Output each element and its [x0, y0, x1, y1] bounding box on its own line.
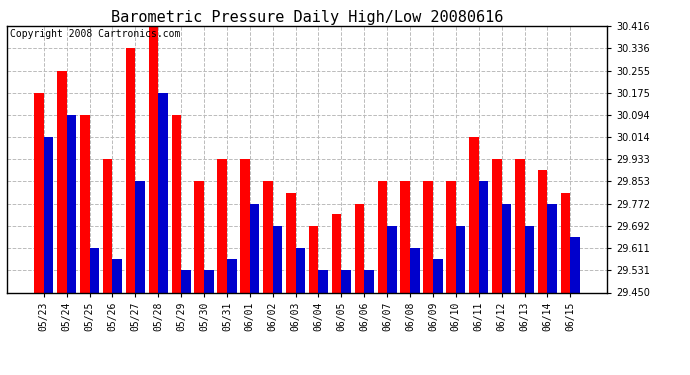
Bar [126, 48, 135, 292]
Bar [547, 204, 557, 292]
Bar [217, 159, 227, 292]
Bar [286, 193, 295, 292]
Bar [400, 182, 410, 292]
Bar [80, 115, 90, 292]
Bar [502, 204, 511, 292]
Text: Copyright 2008 Cartronics.com: Copyright 2008 Cartronics.com [10, 29, 180, 39]
Bar [332, 214, 342, 292]
Bar [469, 137, 479, 292]
Bar [410, 248, 420, 292]
Bar [377, 182, 387, 292]
Bar [172, 115, 181, 292]
Bar [112, 259, 122, 292]
Bar [319, 270, 328, 292]
Bar [148, 26, 158, 292]
Bar [181, 270, 190, 292]
Bar [250, 204, 259, 292]
Bar [273, 226, 282, 292]
Bar [424, 182, 433, 292]
Bar [433, 259, 442, 292]
Bar [57, 70, 67, 292]
Bar [515, 159, 524, 292]
Bar [295, 248, 305, 292]
Bar [158, 93, 168, 292]
Bar [364, 270, 374, 292]
Bar [342, 270, 351, 292]
Bar [571, 237, 580, 292]
Bar [446, 182, 456, 292]
Bar [90, 248, 99, 292]
Bar [195, 182, 204, 292]
Bar [135, 182, 145, 292]
Bar [240, 159, 250, 292]
Bar [43, 137, 53, 292]
Bar [479, 182, 489, 292]
Bar [34, 93, 43, 292]
Bar [538, 170, 547, 292]
Bar [561, 193, 571, 292]
Bar [456, 226, 466, 292]
Bar [204, 270, 214, 292]
Bar [309, 226, 319, 292]
Title: Barometric Pressure Daily High/Low 20080616: Barometric Pressure Daily High/Low 20080… [111, 10, 503, 25]
Bar [355, 204, 364, 292]
Bar [492, 159, 502, 292]
Bar [263, 182, 273, 292]
Bar [103, 159, 112, 292]
Bar [524, 226, 534, 292]
Bar [67, 115, 77, 292]
Bar [387, 226, 397, 292]
Bar [227, 259, 237, 292]
